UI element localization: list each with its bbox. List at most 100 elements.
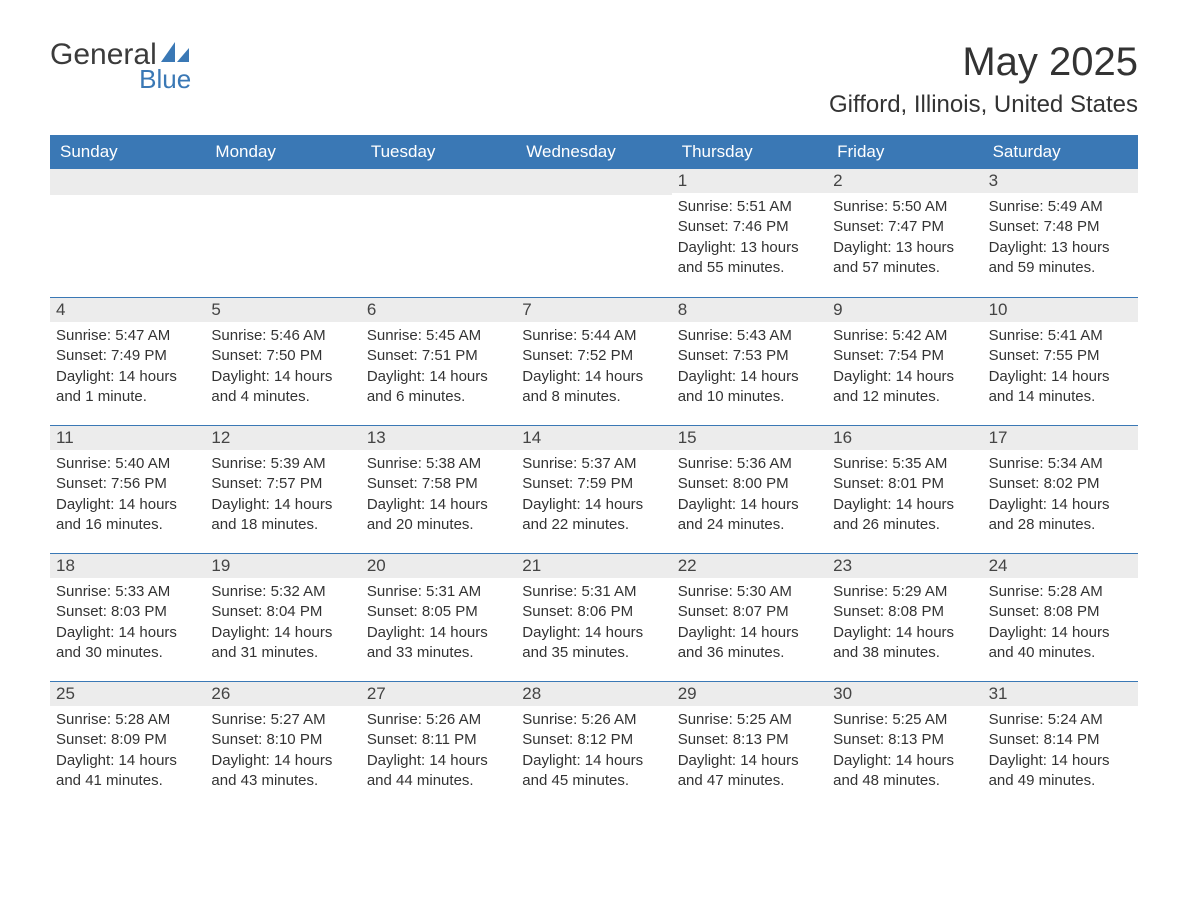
- sunrise-line: Sunrise: 5:28 AM: [56, 710, 199, 730]
- sunrise-line: Sunrise: 5:36 AM: [678, 454, 821, 474]
- sunrise-line: Sunrise: 5:32 AM: [211, 582, 354, 602]
- day-number: 5: [205, 297, 360, 322]
- day-details: Sunrise: 5:46 AMSunset: 7:50 PMDaylight:…: [205, 322, 360, 407]
- empty-daynum: [361, 169, 516, 195]
- day-cell: 7Sunrise: 5:44 AMSunset: 7:52 PMDaylight…: [516, 297, 671, 425]
- day-number: 15: [672, 425, 827, 450]
- sunset-line: Sunset: 8:05 PM: [367, 602, 510, 622]
- location-subtitle: Gifford, Illinois, United States: [829, 91, 1138, 119]
- sunset-line: Sunset: 7:51 PM: [367, 346, 510, 366]
- sunset-line: Sunset: 8:12 PM: [522, 730, 665, 750]
- sunrise-line: Sunrise: 5:47 AM: [56, 326, 199, 346]
- sunrise-line: Sunrise: 5:37 AM: [522, 454, 665, 474]
- day-number: 18: [50, 553, 205, 578]
- day-cell: 18Sunrise: 5:33 AMSunset: 8:03 PMDayligh…: [50, 553, 205, 681]
- sunset-line: Sunset: 8:01 PM: [833, 474, 976, 494]
- day-cell: 10Sunrise: 5:41 AMSunset: 7:55 PMDayligh…: [983, 297, 1138, 425]
- day-cell: 20Sunrise: 5:31 AMSunset: 8:05 PMDayligh…: [361, 553, 516, 681]
- day-cell: 8Sunrise: 5:43 AMSunset: 7:53 PMDaylight…: [672, 297, 827, 425]
- daylight-line: Daylight: 13 hours and 57 minutes.: [833, 238, 976, 279]
- day-number: 22: [672, 553, 827, 578]
- day-number: 2: [827, 169, 982, 193]
- sunrise-line: Sunrise: 5:30 AM: [678, 582, 821, 602]
- sunset-line: Sunset: 8:10 PM: [211, 730, 354, 750]
- daylight-line: Daylight: 14 hours and 38 minutes.: [833, 623, 976, 664]
- day-cell: 25Sunrise: 5:28 AMSunset: 8:09 PMDayligh…: [50, 681, 205, 809]
- sunrise-line: Sunrise: 5:51 AM: [678, 197, 821, 217]
- daylight-line: Daylight: 14 hours and 30 minutes.: [56, 623, 199, 664]
- daylight-line: Daylight: 14 hours and 24 minutes.: [678, 495, 821, 536]
- day-cell: 1Sunrise: 5:51 AMSunset: 7:46 PMDaylight…: [672, 169, 827, 297]
- day-details: Sunrise: 5:26 AMSunset: 8:11 PMDaylight:…: [361, 706, 516, 791]
- day-cell: 30Sunrise: 5:25 AMSunset: 8:13 PMDayligh…: [827, 681, 982, 809]
- day-details: Sunrise: 5:25 AMSunset: 8:13 PMDaylight:…: [827, 706, 982, 791]
- sunset-line: Sunset: 7:56 PM: [56, 474, 199, 494]
- sunrise-line: Sunrise: 5:28 AM: [989, 582, 1132, 602]
- day-details: Sunrise: 5:38 AMSunset: 7:58 PMDaylight:…: [361, 450, 516, 535]
- day-number: 1: [672, 169, 827, 193]
- daylight-line: Daylight: 13 hours and 59 minutes.: [989, 238, 1132, 279]
- sunset-line: Sunset: 8:13 PM: [678, 730, 821, 750]
- day-details: Sunrise: 5:33 AMSunset: 8:03 PMDaylight:…: [50, 578, 205, 663]
- day-details: Sunrise: 5:26 AMSunset: 8:12 PMDaylight:…: [516, 706, 671, 791]
- day-details: Sunrise: 5:25 AMSunset: 8:13 PMDaylight:…: [672, 706, 827, 791]
- sunset-line: Sunset: 8:14 PM: [989, 730, 1132, 750]
- day-number: 8: [672, 297, 827, 322]
- sunset-line: Sunset: 7:47 PM: [833, 217, 976, 237]
- sunrise-line: Sunrise: 5:29 AM: [833, 582, 976, 602]
- day-details: Sunrise: 5:45 AMSunset: 7:51 PMDaylight:…: [361, 322, 516, 407]
- day-cell: 5Sunrise: 5:46 AMSunset: 7:50 PMDaylight…: [205, 297, 360, 425]
- calendar-grid: SundayMondayTuesdayWednesdayThursdayFrid…: [50, 135, 1138, 809]
- daylight-line: Daylight: 14 hours and 6 minutes.: [367, 367, 510, 408]
- daylight-line: Daylight: 14 hours and 35 minutes.: [522, 623, 665, 664]
- day-cell: 4Sunrise: 5:47 AMSunset: 7:49 PMDaylight…: [50, 297, 205, 425]
- page-title: May 2025: [829, 40, 1138, 85]
- daylight-line: Daylight: 14 hours and 4 minutes.: [211, 367, 354, 408]
- sunrise-line: Sunrise: 5:39 AM: [211, 454, 354, 474]
- day-number: 27: [361, 681, 516, 706]
- daylight-line: Daylight: 14 hours and 1 minute.: [56, 367, 199, 408]
- empty-cell: [205, 169, 360, 297]
- sunrise-line: Sunrise: 5:40 AM: [56, 454, 199, 474]
- day-details: Sunrise: 5:40 AMSunset: 7:56 PMDaylight:…: [50, 450, 205, 535]
- day-details: Sunrise: 5:28 AMSunset: 8:08 PMDaylight:…: [983, 578, 1138, 663]
- day-details: Sunrise: 5:31 AMSunset: 8:05 PMDaylight:…: [361, 578, 516, 663]
- empty-cell: [516, 169, 671, 297]
- sunset-line: Sunset: 8:09 PM: [56, 730, 199, 750]
- sunrise-line: Sunrise: 5:44 AM: [522, 326, 665, 346]
- sunrise-line: Sunrise: 5:24 AM: [989, 710, 1132, 730]
- day-cell: 16Sunrise: 5:35 AMSunset: 8:01 PMDayligh…: [827, 425, 982, 553]
- sunrise-line: Sunrise: 5:34 AM: [989, 454, 1132, 474]
- day-details: Sunrise: 5:28 AMSunset: 8:09 PMDaylight:…: [50, 706, 205, 791]
- day-cell: 29Sunrise: 5:25 AMSunset: 8:13 PMDayligh…: [672, 681, 827, 809]
- sunset-line: Sunset: 7:52 PM: [522, 346, 665, 366]
- day-number: 12: [205, 425, 360, 450]
- sunset-line: Sunset: 8:04 PM: [211, 602, 354, 622]
- day-cell: 21Sunrise: 5:31 AMSunset: 8:06 PMDayligh…: [516, 553, 671, 681]
- sunset-line: Sunset: 8:06 PM: [522, 602, 665, 622]
- day-number: 14: [516, 425, 671, 450]
- day-cell: 6Sunrise: 5:45 AMSunset: 7:51 PMDaylight…: [361, 297, 516, 425]
- sunrise-line: Sunrise: 5:26 AM: [367, 710, 510, 730]
- day-cell: 23Sunrise: 5:29 AMSunset: 8:08 PMDayligh…: [827, 553, 982, 681]
- day-cell: 13Sunrise: 5:38 AMSunset: 7:58 PMDayligh…: [361, 425, 516, 553]
- daylight-line: Daylight: 14 hours and 43 minutes.: [211, 751, 354, 792]
- sunrise-line: Sunrise: 5:35 AM: [833, 454, 976, 474]
- day-number: 26: [205, 681, 360, 706]
- day-details: Sunrise: 5:37 AMSunset: 7:59 PMDaylight:…: [516, 450, 671, 535]
- logo-text: General Blue: [50, 40, 191, 92]
- day-details: Sunrise: 5:51 AMSunset: 7:46 PMDaylight:…: [672, 193, 827, 278]
- day-number: 23: [827, 553, 982, 578]
- day-number: 28: [516, 681, 671, 706]
- sunset-line: Sunset: 8:11 PM: [367, 730, 510, 750]
- day-number: 21: [516, 553, 671, 578]
- weekday-header: Friday: [827, 135, 982, 169]
- daylight-line: Daylight: 14 hours and 10 minutes.: [678, 367, 821, 408]
- day-details: Sunrise: 5:50 AMSunset: 7:47 PMDaylight:…: [827, 193, 982, 278]
- weekday-header: Sunday: [50, 135, 205, 169]
- sunset-line: Sunset: 8:00 PM: [678, 474, 821, 494]
- day-details: Sunrise: 5:39 AMSunset: 7:57 PMDaylight:…: [205, 450, 360, 535]
- daylight-line: Daylight: 14 hours and 41 minutes.: [56, 751, 199, 792]
- day-number: 20: [361, 553, 516, 578]
- day-details: Sunrise: 5:27 AMSunset: 8:10 PMDaylight:…: [205, 706, 360, 791]
